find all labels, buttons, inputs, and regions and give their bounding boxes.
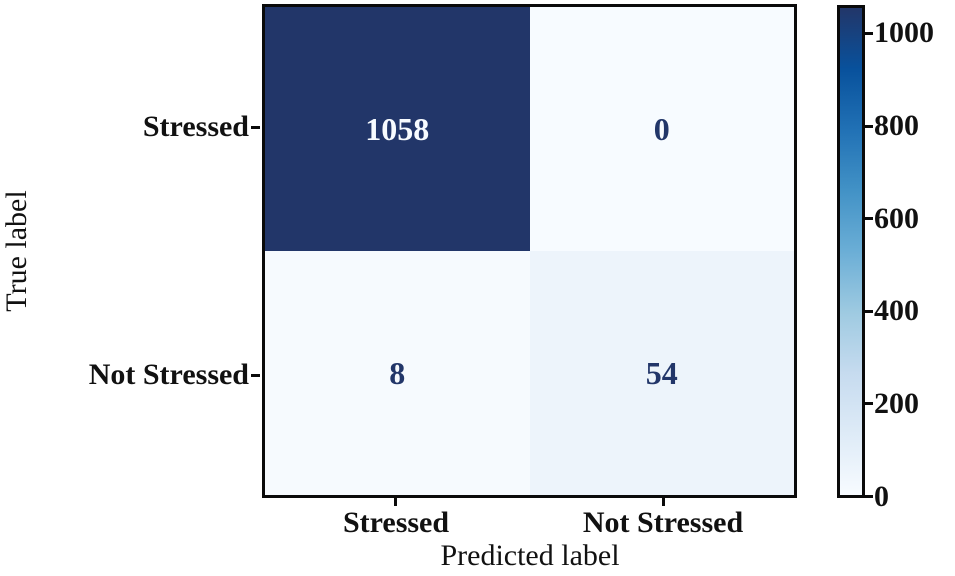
- colorbar-tick-label-0: 0: [874, 480, 889, 513]
- colorbar-tick-label-200: 200: [874, 387, 919, 420]
- x-tick-label-stressed: Stressed: [342, 506, 450, 539]
- cell-true-stressed-pred-stressed: 1058: [265, 7, 530, 251]
- colorbar-tick-label-600: 600: [874, 202, 919, 235]
- colorbar-tick-mark: [865, 32, 873, 35]
- colorbar-tick-mark: [865, 310, 873, 313]
- y-tick-mark: [251, 374, 260, 377]
- colorbar-tick-label-1000: 1000: [874, 16, 934, 49]
- colorbar-tick-mark: [865, 217, 873, 220]
- colorbar-tick-label-400: 400: [874, 294, 919, 327]
- x-axis-title: Predicted label: [440, 539, 620, 572]
- colorbar-tick-label-800: 800: [874, 109, 919, 142]
- heatmap-plot-area: 1058 0 8 54: [262, 4, 797, 498]
- x-tick-mark: [662, 498, 665, 506]
- y-tick-label-stressed: Stressed: [142, 110, 249, 143]
- colorbar-tick-mark: [865, 402, 873, 405]
- y-axis-title: True label: [0, 190, 33, 312]
- colorbar-tick-mark: [865, 495, 873, 498]
- colorbar-gradient: [837, 5, 865, 498]
- y-tick-mark: [251, 126, 260, 129]
- y-tick-label-not-stressed: Not Stressed: [88, 358, 249, 391]
- x-tick-mark: [394, 498, 397, 506]
- cell-true-stressed-pred-not-stressed: 0: [529, 7, 794, 251]
- cell-true-not-stressed-pred-stressed: 8: [265, 251, 530, 495]
- colorbar-tick-mark: [865, 125, 873, 128]
- cell-true-not-stressed-pred-not-stressed: 54: [529, 251, 794, 495]
- x-tick-label-not-stressed: Not Stressed: [582, 506, 744, 539]
